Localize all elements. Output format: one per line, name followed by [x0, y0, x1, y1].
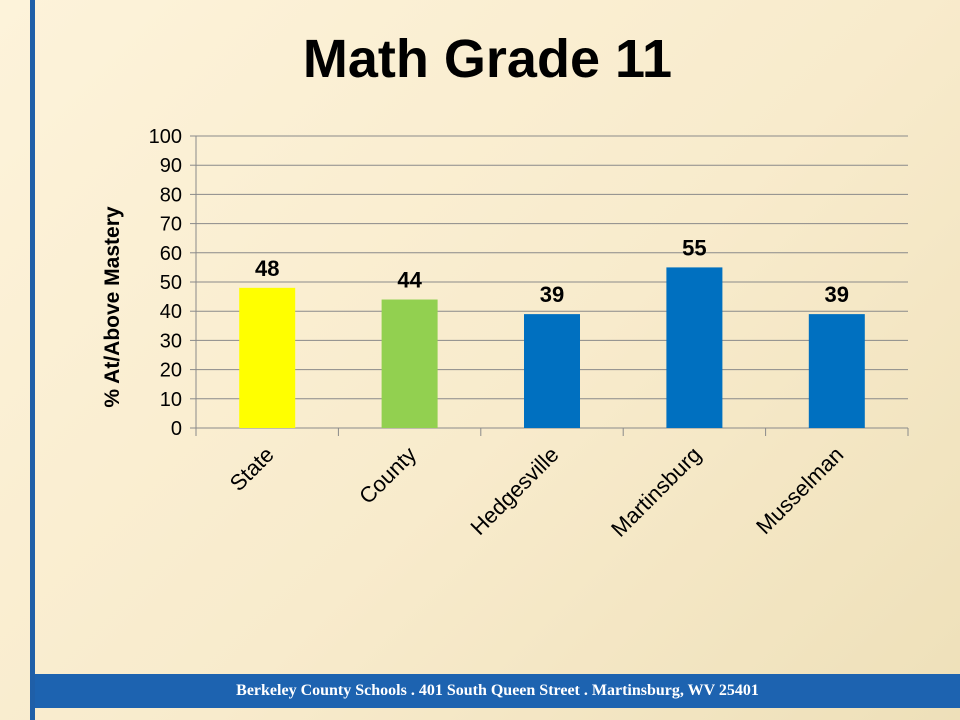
data-label: 39	[540, 282, 564, 307]
y-tick-label: 100	[149, 126, 182, 148]
y-axis-title: % At/Above Mastery	[101, 206, 124, 407]
y-tick-label: 60	[160, 243, 182, 265]
y-tick-label: 10	[160, 389, 182, 411]
x-tick-label: Martinsburg	[606, 442, 706, 542]
y-tick-label: 90	[160, 155, 182, 177]
y-tick-label: 50	[160, 272, 182, 294]
data-label: 48	[255, 256, 279, 281]
bar-martinsburg	[666, 267, 723, 428]
y-tick-label: 70	[160, 214, 182, 236]
x-tick-label: Musselman	[751, 442, 848, 539]
y-tick-label: 0	[171, 418, 182, 440]
footer-banner: Berkeley County Schools . 401 South Quee…	[35, 674, 960, 708]
x-tick-label: County	[354, 442, 421, 509]
y-tick-label: 80	[160, 184, 182, 206]
y-tick-label: 30	[160, 330, 182, 352]
data-label: 44	[397, 268, 422, 293]
bar-musselman	[808, 314, 865, 428]
x-tick-label: Hedgesville	[465, 442, 563, 540]
x-tick-label: State	[225, 442, 279, 496]
bar-county	[381, 299, 438, 428]
slide-title: Math Grade 11	[302, 29, 673, 89]
y-tick-label: 40	[160, 301, 182, 323]
bar-state	[239, 287, 296, 428]
y-tick-label: 20	[160, 360, 182, 382]
left-accent-bar	[30, 0, 35, 720]
data-label: 55	[682, 235, 706, 260]
data-label: 39	[825, 282, 849, 307]
bar-hedgesville	[524, 314, 580, 428]
